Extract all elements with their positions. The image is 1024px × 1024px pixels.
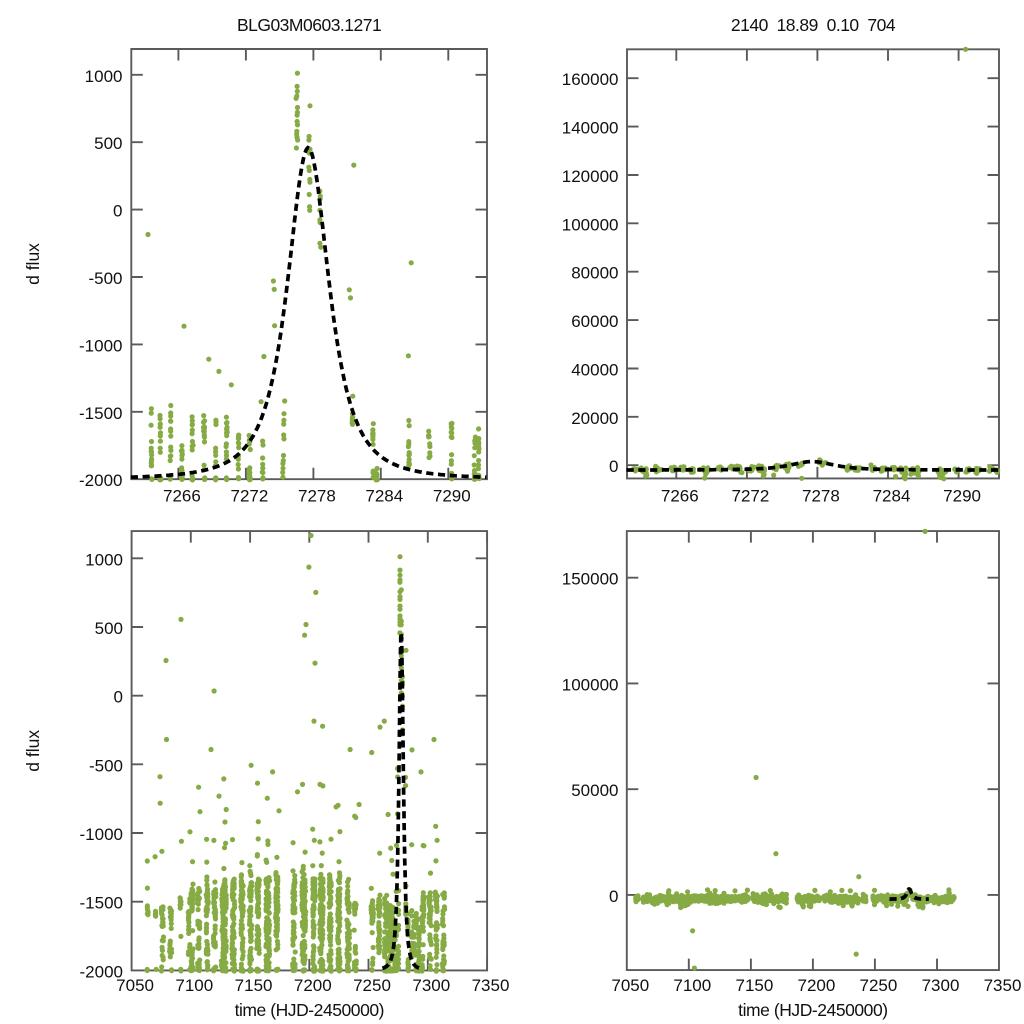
svg-text:0: 0	[609, 887, 618, 906]
svg-text:7290: 7290	[943, 486, 981, 505]
svg-text:1000: 1000	[85, 550, 123, 569]
svg-text:0: 0	[113, 202, 122, 221]
svg-text:140000: 140000	[562, 119, 619, 138]
svg-text:50000: 50000	[571, 781, 618, 800]
svg-text:7150: 7150	[735, 976, 773, 995]
svg-text:7250: 7250	[859, 976, 897, 995]
svg-text:d flux: d flux	[23, 243, 43, 285]
svg-text:7300: 7300	[922, 976, 960, 995]
svg-text:7250: 7250	[353, 976, 391, 995]
svg-text:7278: 7278	[298, 486, 336, 505]
svg-text:7350: 7350	[984, 976, 1022, 995]
svg-text:100000: 100000	[562, 675, 619, 694]
svg-text:7100: 7100	[673, 976, 711, 995]
svg-text:-1000: -1000	[79, 336, 122, 355]
svg-text:7200: 7200	[797, 976, 835, 995]
svg-text:7272: 7272	[230, 486, 268, 505]
svg-text:40000: 40000	[571, 361, 618, 380]
svg-text:20000: 20000	[571, 409, 618, 428]
svg-text:time (HJD-2450000): time (HJD-2450000)	[235, 1000, 384, 1020]
svg-text:-1500: -1500	[79, 404, 122, 423]
svg-text:-2000: -2000	[79, 471, 122, 490]
svg-text:7272: 7272	[731, 486, 769, 505]
svg-text:7100: 7100	[175, 976, 213, 995]
svg-text:60000: 60000	[571, 312, 618, 331]
svg-text:7150: 7150	[235, 976, 273, 995]
svg-text:2140 18.89 0.10 704: 2140 18.89 0.10 704	[731, 15, 896, 35]
svg-text:120000: 120000	[562, 167, 619, 186]
svg-text:7200: 7200	[294, 976, 332, 995]
svg-text:100000: 100000	[562, 215, 619, 234]
svg-text:7266: 7266	[163, 486, 201, 505]
svg-text:1000: 1000	[85, 67, 123, 86]
svg-text:-1500: -1500	[80, 894, 123, 913]
svg-text:160000: 160000	[562, 70, 619, 89]
svg-text:7050: 7050	[611, 976, 649, 995]
svg-text:500: 500	[94, 134, 122, 153]
svg-text:-500: -500	[88, 269, 122, 288]
svg-text:7284: 7284	[365, 486, 403, 505]
svg-text:7266: 7266	[661, 486, 699, 505]
svg-text:0: 0	[114, 688, 123, 707]
svg-text:time (HJD-2450000): time (HJD-2450000)	[738, 1000, 887, 1020]
svg-text:7350: 7350	[472, 976, 510, 995]
svg-text:BLG03M0603.1271: BLG03M0603.1271	[237, 15, 381, 35]
svg-text:-1000: -1000	[80, 825, 123, 844]
svg-text:7278: 7278	[802, 486, 840, 505]
svg-text:7050: 7050	[116, 976, 154, 995]
svg-text:d flux: d flux	[23, 730, 43, 772]
svg-text:7300: 7300	[412, 976, 450, 995]
svg-text:-2000: -2000	[80, 962, 123, 981]
svg-text:7284: 7284	[873, 486, 911, 505]
svg-text:0: 0	[609, 457, 618, 476]
svg-text:-500: -500	[89, 756, 123, 775]
svg-text:7290: 7290	[433, 486, 471, 505]
svg-text:500: 500	[95, 619, 123, 638]
svg-text:80000: 80000	[571, 264, 618, 283]
svg-text:150000: 150000	[562, 570, 619, 589]
